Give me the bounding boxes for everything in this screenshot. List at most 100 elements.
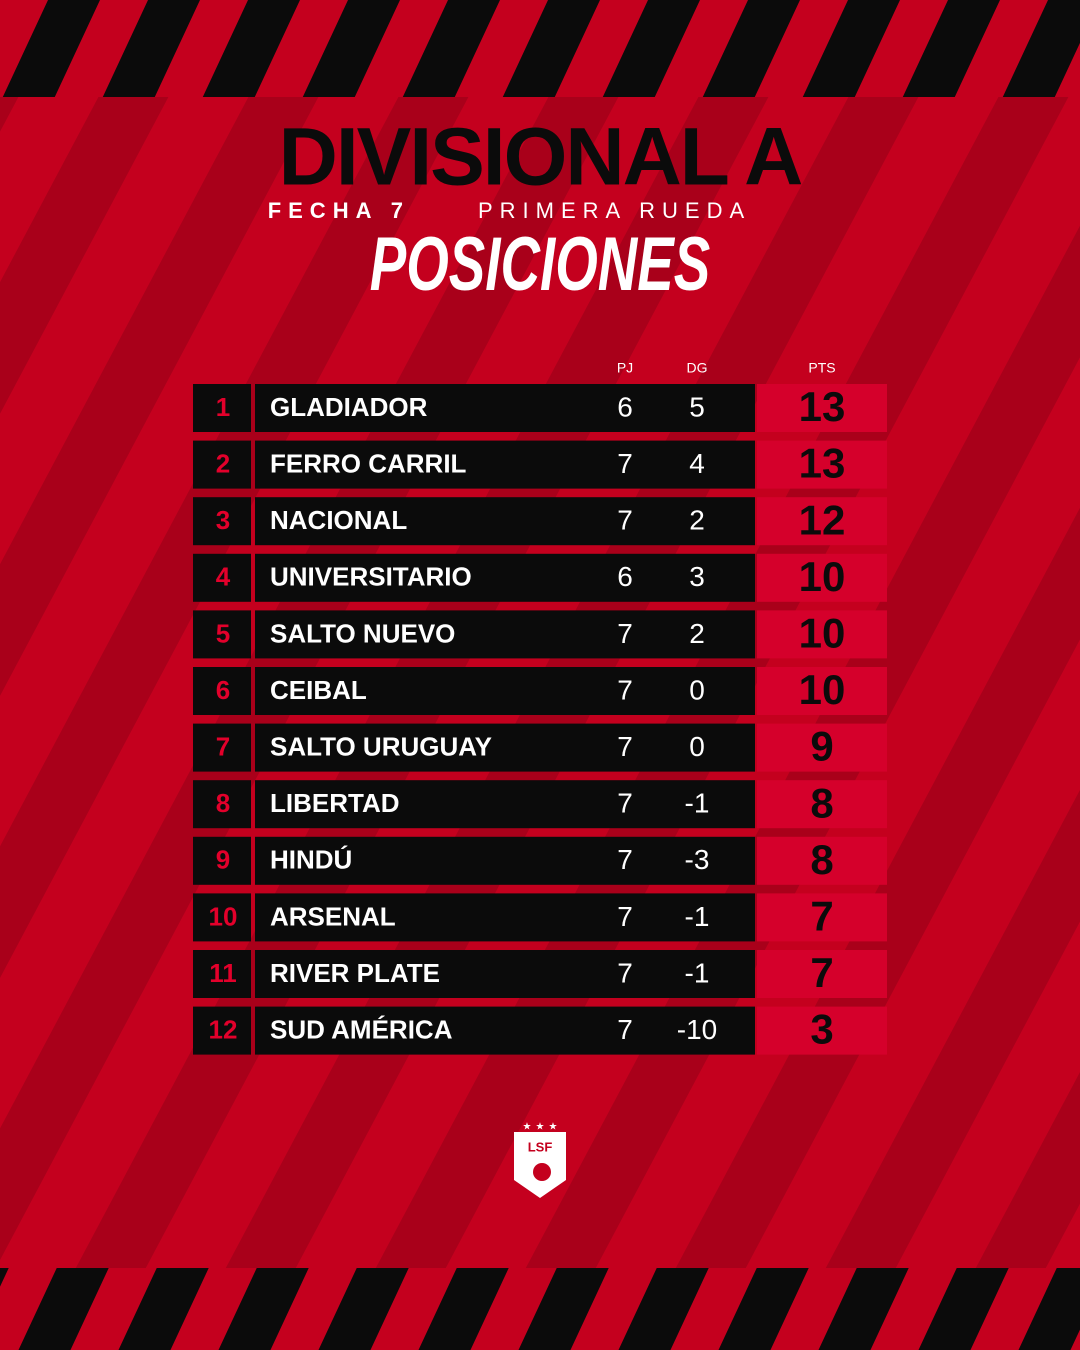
logo-star: ★ [536, 1122, 545, 1133]
standings-table: PJ DG PTS 1 GLADIADOR 6 5 13 2 FERRO CARRIL 7 4 13 3 N… [193, 360, 887, 1055]
position-cell [193, 780, 251, 829]
played: 7 [617, 731, 633, 762]
position-cell [193, 610, 251, 659]
points: 7 [810, 892, 833, 939]
column-header: PTS [808, 360, 835, 376]
team-cell [255, 723, 755, 772]
position-cell [193, 893, 251, 942]
goal-difference: 2 [689, 618, 705, 649]
position-cell [193, 384, 251, 432]
position: 12 [209, 1014, 238, 1044]
team-cell [255, 950, 755, 998]
team-name: HINDÚ [270, 845, 352, 875]
position: 5 [216, 618, 230, 648]
points: 3 [810, 1006, 833, 1053]
team-cell [255, 1006, 755, 1055]
title: DIVISIONAL A [279, 112, 803, 203]
team-cell [255, 893, 755, 942]
position: 4 [216, 562, 231, 592]
points-cell [757, 893, 887, 942]
logo: ★ ★ ★ LSF [514, 1122, 566, 1198]
played: 7 [617, 788, 633, 819]
bottom-band [0, 1268, 1080, 1350]
points-cell [757, 610, 887, 659]
team-name: FERRO CARRIL [270, 448, 467, 478]
logo-star: ★ [523, 1122, 532, 1133]
logo-text: LSF [528, 1139, 553, 1154]
position: 6 [216, 675, 230, 705]
played: 6 [617, 391, 633, 422]
played: 7 [617, 505, 633, 536]
position-cell [193, 553, 251, 602]
team-name: SUD AMÉRICA [270, 1014, 453, 1044]
position-cell [193, 950, 251, 998]
column-header: DG [687, 360, 708, 376]
position-cell [193, 723, 251, 772]
goal-difference: -1 [685, 788, 710, 819]
goal-difference: 2 [689, 505, 705, 536]
team-name: GLADIADOR [270, 392, 428, 422]
team-name: LIBERTAD [270, 788, 400, 818]
points-cell [757, 667, 887, 715]
played: 7 [617, 844, 633, 875]
points: 12 [799, 496, 846, 543]
top-band [0, 0, 1080, 97]
team-name: SALTO URUGUAY [270, 731, 492, 761]
points: 9 [810, 723, 833, 770]
goal-difference: -3 [685, 844, 710, 875]
position: 10 [209, 901, 238, 931]
column-header: PJ [617, 360, 633, 376]
position-cell [193, 836, 251, 885]
position: 7 [216, 731, 230, 761]
logo-ball [533, 1163, 551, 1181]
played: 7 [617, 618, 633, 649]
goal-difference: 5 [689, 391, 705, 422]
team-name: NACIONAL [270, 505, 407, 535]
goal-difference: 4 [689, 448, 705, 479]
team-cell [255, 780, 755, 829]
played: 7 [617, 957, 633, 988]
goal-difference: 0 [689, 674, 705, 705]
team-name: RIVER PLATE [270, 958, 440, 988]
points-cell [757, 723, 887, 772]
team-name: UNIVERSITARIO [270, 562, 472, 592]
played: 7 [617, 448, 633, 479]
round: FECHA 7 [268, 198, 410, 223]
position: 1 [216, 392, 230, 422]
points: 10 [799, 666, 846, 713]
goal-difference: 3 [689, 561, 705, 592]
team-cell [255, 836, 755, 885]
team-cell [255, 610, 755, 659]
position-cell [193, 497, 251, 546]
position: 11 [209, 958, 237, 988]
heading: POSICIONES [370, 222, 711, 307]
points-cell [757, 384, 887, 432]
team-cell [255, 553, 755, 602]
position-cell [193, 1006, 251, 1055]
stage: PRIMERA RUEDA [478, 198, 751, 223]
team-cell [255, 440, 755, 489]
points-cell [757, 553, 887, 602]
position: 9 [216, 845, 230, 875]
points: 13 [799, 440, 846, 487]
team-name: ARSENAL [270, 901, 396, 931]
played: 6 [617, 561, 633, 592]
points-cell [757, 440, 887, 489]
team-cell [255, 497, 755, 546]
team-name: SALTO NUEVO [270, 618, 455, 648]
points: 10 [799, 553, 846, 600]
goal-difference: 0 [689, 731, 705, 762]
points-cell [757, 836, 887, 885]
points-cell [757, 780, 887, 829]
points-cell [757, 950, 887, 998]
team-cell [255, 667, 755, 715]
position-cell [193, 440, 251, 489]
played: 7 [617, 901, 633, 932]
position: 3 [216, 505, 230, 535]
played: 7 [617, 674, 633, 705]
position: 2 [216, 448, 230, 478]
goal-difference: -10 [677, 1014, 717, 1045]
team-name: CEIBAL [270, 675, 367, 705]
